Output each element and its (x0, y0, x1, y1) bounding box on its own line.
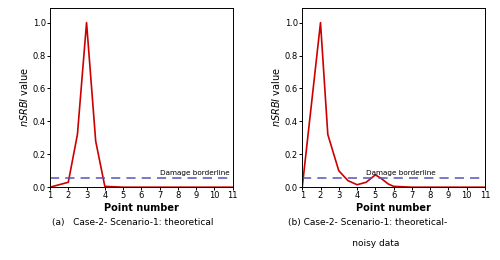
Text: (b) Case-2- Scenario-1: theoretical-: (b) Case-2- Scenario-1: theoretical- (288, 218, 447, 228)
X-axis label: Point number: Point number (104, 203, 179, 213)
Text: (a)   Case-2- Scenario-1: theoretical: (a) Case-2- Scenario-1: theoretical (52, 218, 213, 228)
Text: Damage borderline: Damage borderline (160, 170, 230, 176)
X-axis label: Point number: Point number (356, 203, 431, 213)
Text: Damage borderline: Damage borderline (366, 170, 436, 176)
Text: noisy data: noisy data (336, 239, 400, 248)
Y-axis label: $\mathit{nSRBI}$ value: $\mathit{nSRBI}$ value (18, 68, 30, 127)
Y-axis label: $\mathit{nSRBI}$ value: $\mathit{nSRBI}$ value (270, 68, 282, 127)
